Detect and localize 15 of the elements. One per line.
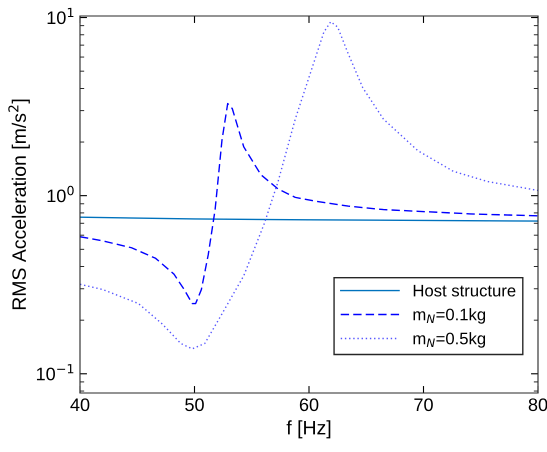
x-tick-label: 60 bbox=[300, 398, 318, 412]
line-series bbox=[80, 21, 538, 350]
x-tick-label: 40 bbox=[70, 398, 90, 412]
y-tick-label: 10$^{0}$ bbox=[48, 186, 74, 202]
x-axis-title: f [Hz] bbox=[286, 420, 330, 438]
x-tick-label: 70 bbox=[414, 398, 433, 412]
y-tick-label: 10$^{1}$ bbox=[48, 8, 74, 24]
legend-label: m$_{N}$=0.5kg bbox=[414, 332, 486, 348]
y-axis-title: RMS Acceleration [m/s$^{2}$] bbox=[8, 100, 30, 310]
y-tick-label: 10$^{−1}$ bbox=[36, 364, 74, 380]
x-tick-label: 50 bbox=[185, 398, 204, 412]
line-series bbox=[80, 102, 538, 304]
legend-label: m$_{N}$=0.1kg bbox=[414, 308, 486, 324]
legend-label: Host structure bbox=[414, 284, 516, 297]
x-tick-label: 80 bbox=[528, 398, 547, 412]
